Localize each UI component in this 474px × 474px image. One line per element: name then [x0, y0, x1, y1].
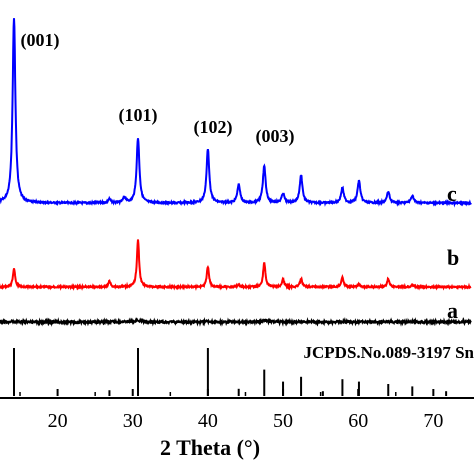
x-tick-label: 20 [48, 410, 68, 432]
plot-frame [0, 397, 474, 399]
peak-annotation: (102) [194, 117, 233, 138]
x-tick-label: 60 [348, 410, 368, 432]
series-line-a [0, 316, 472, 327]
series-line-b [0, 239, 472, 291]
peak-annotation: (001) [21, 30, 60, 51]
x-tick-label: 70 [423, 410, 443, 432]
x-axis-ticks: 20 30 40 50 60 70 [19, 389, 443, 432]
plot-area: c b a (001) (101) (102) (003) [0, 18, 472, 396]
x-tick-label: 40 [198, 410, 218, 432]
peak-annotation: (101) [119, 105, 158, 126]
x-tick-label: 50 [273, 410, 293, 432]
series-label-a: a [447, 298, 458, 323]
series-label-c: c [447, 181, 457, 206]
series-label-b: b [447, 245, 459, 270]
x-tick-label: 30 [123, 410, 143, 432]
reference-label: JCPDS.No.089-3197 Sn [304, 343, 474, 362]
series-line-c [0, 18, 472, 208]
x-axis-label: 2 Theta (°) [160, 435, 260, 460]
peak-annotation: (003) [256, 126, 295, 147]
